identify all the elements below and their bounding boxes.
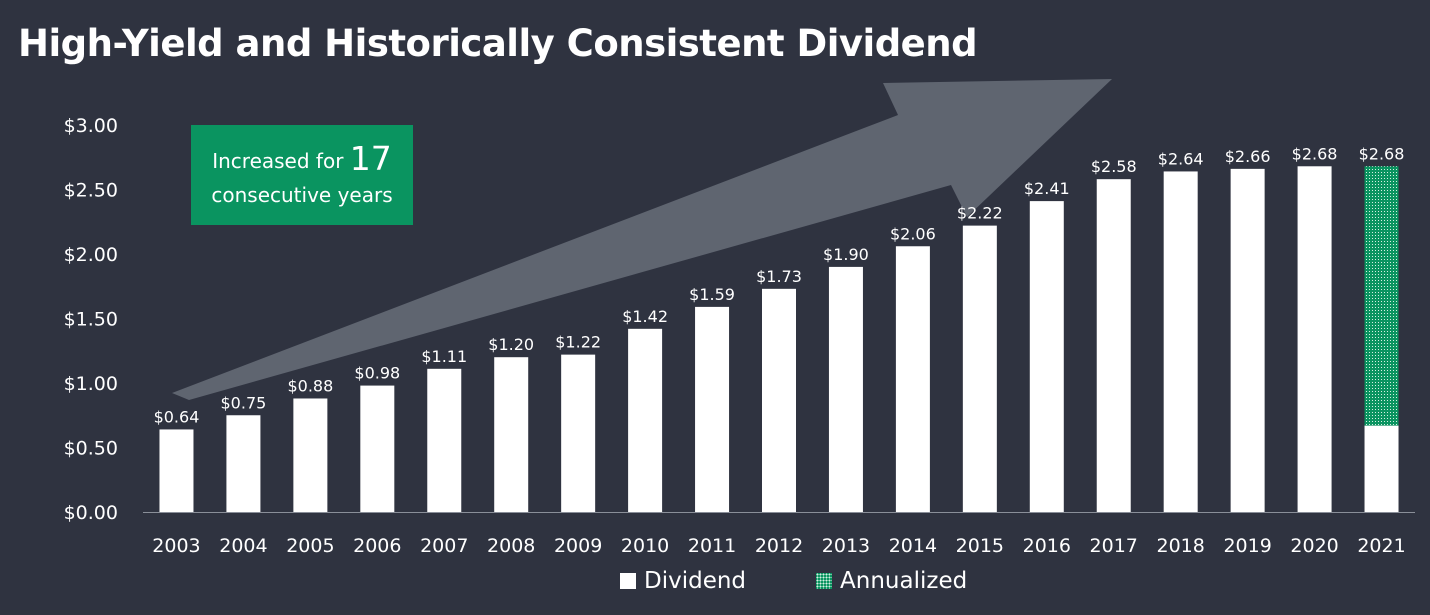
bar-dividend-2010 bbox=[628, 328, 663, 512]
bar-dividend-2012 bbox=[762, 288, 796, 512]
data-label-2021: $2.68 bbox=[1359, 144, 1405, 163]
data-label-2015: $2.22 bbox=[957, 204, 1003, 223]
x-tick-label-2014: 2014 bbox=[889, 535, 937, 557]
bar-dividend-2006 bbox=[360, 385, 395, 512]
data-label-2011: $1.59 bbox=[689, 285, 735, 304]
data-label-2014: $2.06 bbox=[890, 224, 936, 243]
legend-item-annualized: Annualized bbox=[816, 568, 967, 594]
bar-dividend-2019 bbox=[1230, 168, 1265, 513]
y-tick-label: $2.50 bbox=[64, 180, 118, 202]
data-label-2009: $1.22 bbox=[555, 333, 601, 352]
data-label-2013: $1.90 bbox=[823, 245, 869, 264]
data-label-2020: $2.68 bbox=[1292, 144, 1338, 163]
x-tick-label-2021: 2021 bbox=[1357, 535, 1405, 557]
y-tick-label: $3.00 bbox=[64, 115, 118, 137]
bar-dividend-2016 bbox=[1029, 201, 1064, 513]
data-label-2005: $0.88 bbox=[287, 376, 333, 395]
data-label-2007: $1.11 bbox=[421, 347, 467, 366]
x-tick-label-2011: 2011 bbox=[688, 535, 736, 557]
data-label-2006: $0.98 bbox=[354, 364, 400, 383]
data-label-2010: $1.42 bbox=[622, 307, 668, 326]
legend-label-dividend: Dividend bbox=[644, 568, 747, 594]
x-tick-label-2008: 2008 bbox=[487, 535, 535, 557]
data-label-2018: $2.64 bbox=[1158, 149, 1204, 168]
callout-prefix: Increased for bbox=[212, 149, 344, 173]
x-tick-label-2012: 2012 bbox=[755, 535, 803, 557]
bar-dividend-2003 bbox=[159, 429, 194, 512]
bar-dividend-2014 bbox=[895, 246, 930, 512]
bar-dividend-2020 bbox=[1297, 166, 1332, 512]
y-tick-label: $0.50 bbox=[64, 438, 118, 460]
x-tick-label-2016: 2016 bbox=[1023, 535, 1071, 557]
bar-dividend-2015 bbox=[962, 225, 997, 512]
bar-dividend-2013 bbox=[828, 266, 863, 512]
bar-annualized-2021 bbox=[1364, 166, 1399, 426]
x-tick-label-2007: 2007 bbox=[420, 535, 468, 557]
bar-dividend-2004 bbox=[226, 415, 261, 512]
page-title: High-Yield and Historically Consistent D… bbox=[18, 22, 978, 65]
x-tick-label-2003: 2003 bbox=[152, 535, 200, 557]
x-tick-label-2006: 2006 bbox=[353, 535, 401, 557]
bar-dividend-2018 bbox=[1163, 171, 1198, 512]
data-label-2008: $1.20 bbox=[488, 335, 534, 354]
x-tick-label-2020: 2020 bbox=[1290, 535, 1338, 557]
bar-dividend-2017 bbox=[1096, 179, 1131, 512]
legend-swatch-dividend bbox=[620, 573, 636, 589]
y-tick-label: $2.00 bbox=[64, 244, 118, 266]
x-tick-label-2013: 2013 bbox=[822, 535, 870, 557]
bar-dividend-2011 bbox=[695, 306, 730, 512]
data-label-2004: $0.75 bbox=[221, 393, 267, 412]
x-tick-label-2005: 2005 bbox=[286, 535, 334, 557]
data-label-2012: $1.73 bbox=[756, 267, 802, 286]
data-label-2016: $2.41 bbox=[1024, 179, 1070, 198]
legend-label-annualized: Annualized bbox=[840, 568, 968, 594]
x-tick-label-2004: 2004 bbox=[219, 535, 267, 557]
x-tick-label-2009: 2009 bbox=[554, 535, 602, 557]
bar-dividend-2005 bbox=[293, 398, 328, 512]
y-tick-label: $1.00 bbox=[64, 373, 118, 395]
bar-dividend-2008 bbox=[494, 357, 529, 512]
legend-swatch-annualized bbox=[816, 573, 833, 589]
y-tick-label: $1.50 bbox=[64, 309, 118, 331]
x-tick-label-2019: 2019 bbox=[1223, 535, 1271, 557]
data-label-2019: $2.66 bbox=[1225, 147, 1271, 166]
x-tick-label-2015: 2015 bbox=[956, 535, 1004, 557]
chart-legend: Dividend Annualized bbox=[620, 568, 1037, 594]
consecutive-years-callout: Increased for 17 consecutive years bbox=[191, 125, 413, 225]
trend-arrow-icon bbox=[172, 79, 1112, 400]
data-label-2003: $0.64 bbox=[154, 407, 200, 426]
x-tick-label-2018: 2018 bbox=[1157, 535, 1205, 557]
callout-number: 17 bbox=[349, 139, 392, 178]
bar-dividend-2007 bbox=[427, 368, 462, 512]
bar-dividend-2021 bbox=[1364, 425, 1399, 512]
callout-suffix: consecutive years bbox=[211, 182, 393, 207]
x-tick-label-2010: 2010 bbox=[621, 535, 669, 557]
x-tick-label-2017: 2017 bbox=[1090, 535, 1138, 557]
bar-dividend-2009 bbox=[561, 354, 596, 512]
legend-item-dividend: Dividend bbox=[620, 568, 746, 594]
y-tick-label: $0.00 bbox=[64, 502, 118, 524]
data-label-2017: $2.58 bbox=[1091, 157, 1137, 176]
